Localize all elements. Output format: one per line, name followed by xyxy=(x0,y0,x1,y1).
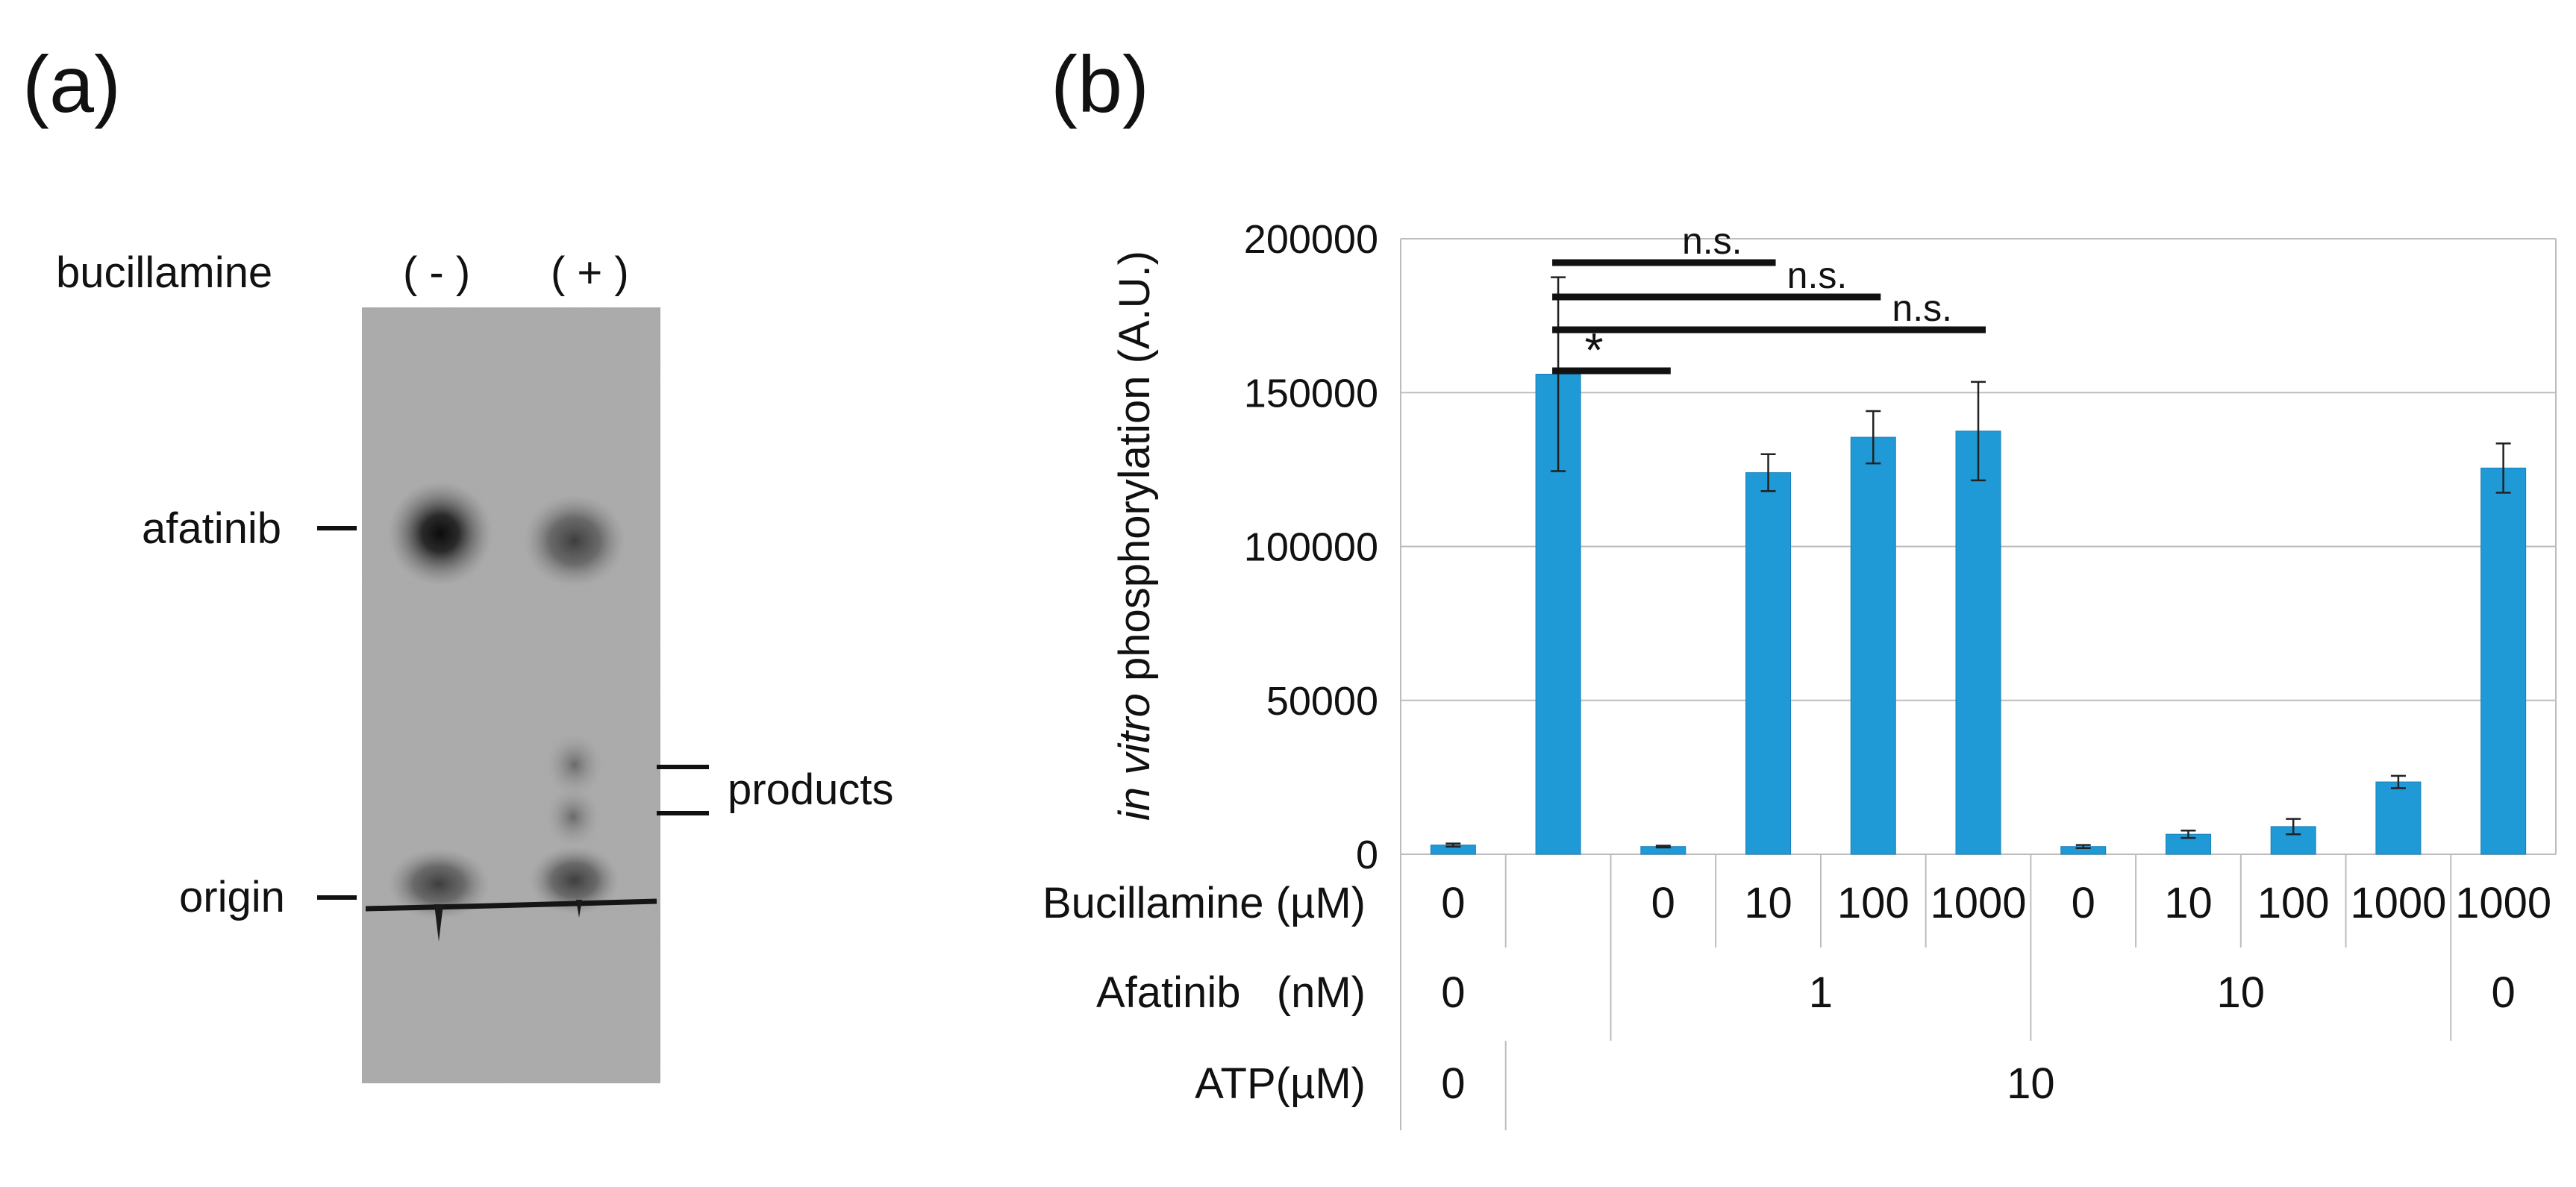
bar xyxy=(1955,430,2001,855)
y-tick-label: 100000 xyxy=(1244,525,1378,570)
bucillamine-value: 100 xyxy=(2257,879,2330,927)
table-row-label: ATP(µM) xyxy=(1195,1059,1366,1108)
spot-products-upper xyxy=(546,733,603,796)
afatinib-value: 0 xyxy=(2492,968,2516,1017)
afatinib-value: 0 xyxy=(1441,968,1465,1017)
tlc-plate xyxy=(362,307,660,1083)
lane-minus-label: ( - ) xyxy=(403,248,470,297)
condition-table: Bucillamine (µM)Afatinib (nM)ATP(µM)0 0 10… xyxy=(1042,854,2551,1130)
bucillamine-value: 1000 xyxy=(2455,879,2551,927)
bar xyxy=(1850,436,1896,855)
y-tick-label: 0 xyxy=(1356,833,1378,877)
products-label: products xyxy=(728,765,893,814)
panel-a: (a) bucillamine ( - ) ( + ) afatinib pro… xyxy=(22,39,893,1083)
afatinib-value: 10 xyxy=(2217,968,2266,1017)
spot-products-lower xyxy=(546,787,600,847)
afatinib-label: afatinib xyxy=(142,504,281,553)
significance-label: * xyxy=(1585,323,1604,377)
lane-plus-label: ( + ) xyxy=(551,248,629,297)
bar xyxy=(2375,781,2422,855)
table-row-label: Afatinib (nM) xyxy=(1096,968,1366,1017)
y-tick-label: 150000 xyxy=(1244,371,1378,416)
bucillamine-label: bucillamine xyxy=(56,248,272,297)
significance-brackets: n.s. n.s. n.s. * xyxy=(1552,220,1986,377)
significance-label: n.s. xyxy=(1787,254,1848,296)
bucillamine-value: 0 xyxy=(1441,879,1465,927)
origin-label: origin xyxy=(179,873,285,921)
panel-b-letter: (b) xyxy=(1051,39,1149,129)
bucillamine-value: 10 xyxy=(1744,879,1792,927)
panel-a-letter: (a) xyxy=(22,39,121,129)
bucillamine-value: 0 xyxy=(2072,879,2095,927)
significance-label: n.s. xyxy=(1892,287,1952,329)
spot-origin-plus xyxy=(530,846,619,915)
bar xyxy=(1745,472,1792,855)
panel-b: (b) in vitro phosphorylation (A.U.) 0 500… xyxy=(1042,39,2557,1130)
bucillamine-value: 1000 xyxy=(2350,879,2446,927)
y-axis-label: in vitro phosphorylation (A.U.) xyxy=(1110,251,1159,821)
bucillamine-value: 10 xyxy=(2164,879,2213,927)
error-bars xyxy=(1445,276,2511,849)
atp-value: 10 xyxy=(2007,1059,2055,1108)
y-axis-ticks: 0 50000 100000 150000 200000 xyxy=(1244,217,1378,877)
spot-origin-minus xyxy=(388,848,490,920)
atp-value: 0 xyxy=(1441,1059,1465,1108)
y-tick-label: 200000 xyxy=(1244,217,1378,262)
spot-afatinib-minus xyxy=(388,481,493,586)
spot-afatinib-plus xyxy=(524,495,625,587)
significance-label: n.s. xyxy=(1682,220,1742,262)
bucillamine-value: 100 xyxy=(1837,879,1910,927)
bucillamine-value: 1000 xyxy=(1930,879,2026,927)
bars xyxy=(1430,374,2527,855)
bucillamine-value: 0 xyxy=(1651,879,1675,927)
table-row-label: Bucillamine (µM) xyxy=(1042,879,1366,927)
origin-line xyxy=(365,898,657,912)
afatinib-value: 1 xyxy=(1809,968,1833,1017)
bar xyxy=(2480,467,2527,855)
y-tick-label: 50000 xyxy=(1266,679,1378,724)
